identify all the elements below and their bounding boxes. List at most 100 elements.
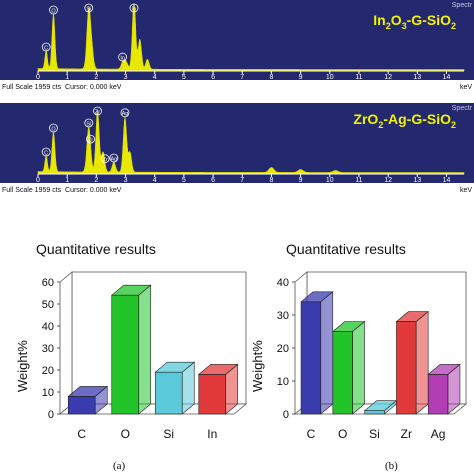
peak-marker (49, 123, 58, 133)
bar-si (154, 361, 196, 415)
spectrum-tick-label: 1 (65, 177, 69, 184)
x-tick-label: Ag (431, 427, 446, 441)
y-tick-label: 40 (277, 277, 289, 289)
spectrum-background (0, 0, 474, 80)
peak-label: Zr (103, 157, 108, 163)
spectrum-tick-label: 11 (355, 74, 362, 81)
bar-o (110, 284, 152, 415)
y-tick-label: 30 (277, 310, 289, 322)
x-tick-label: O (338, 427, 347, 441)
bar-side (225, 363, 239, 415)
y-tick-label: 10 (277, 376, 289, 388)
bar-front (154, 371, 183, 415)
chart-a-title: Quantitative results (36, 241, 156, 257)
spectrum-tick-label: 1 (65, 74, 69, 81)
spectrum-tick-label: 14 (443, 177, 451, 184)
spectrum-trace (37, 109, 465, 175)
x-tick-label: C (307, 427, 316, 441)
spectrum-tick-label: 13 (413, 177, 421, 184)
peak-label: In (132, 6, 137, 12)
spectrum-tick-label: 0 (36, 177, 40, 184)
bar-front (111, 294, 140, 415)
bar-front (67, 396, 96, 415)
peak-marker (49, 5, 58, 15)
spectrum-tick-label: 2 (94, 177, 98, 184)
bar-side (94, 385, 108, 415)
bar-ag (427, 363, 461, 415)
left-wall (59, 271, 73, 415)
peak-label: Ag (110, 156, 117, 162)
bar-front (198, 374, 227, 415)
bar-in (197, 363, 239, 415)
spectrum-tick-label: 7 (240, 74, 244, 81)
bar-o (332, 320, 366, 415)
x-tick-label: C (77, 427, 86, 441)
bar-side (181, 361, 195, 415)
bar-front (427, 374, 449, 415)
peak-marker (84, 3, 94, 13)
x-tick-label: In (207, 427, 217, 441)
spectrum-tick-label: 13 (413, 74, 421, 81)
spectrum-trace (37, 3, 465, 72)
peak-marker (100, 154, 110, 164)
y-tick-label: 0 (48, 409, 54, 421)
peak-marker (84, 118, 94, 128)
spectrum-tick-label: 4 (153, 74, 157, 81)
bar-side (447, 363, 461, 415)
spectrum-tick-label: 11 (355, 177, 362, 184)
bar-zr (395, 310, 429, 415)
spectrum-tick-label: 4 (153, 177, 157, 184)
spectrum-tick-label: 10 (326, 74, 334, 81)
peak-marker (109, 153, 119, 163)
spectrum-tick-label: 9 (299, 74, 303, 81)
peak-label: O (51, 8, 56, 14)
peak-marker (93, 106, 102, 116)
spectrum-footer (0, 80, 474, 95)
spectrum-background (0, 103, 474, 183)
spectrum-tick-label: 8 (269, 177, 273, 184)
chart-b-caption: (b) (385, 460, 398, 472)
bar-c (300, 291, 334, 415)
chart-a-bars: 0 10 20 30 40 50 60 C O Si In (42, 271, 248, 441)
bar-front (396, 321, 417, 415)
spectrum-tick-label: 2 (94, 74, 98, 81)
y-tick-label: 20 (42, 365, 54, 377)
peak-label: C (44, 150, 48, 156)
eds-spectrum-panel-1: 0 1 2 3 4 5 6 7 8 9 10 11 12 13 14 C O Si In In In2O3-G-SiO… (0, 0, 474, 95)
spectrum-tick-label: 6 (211, 74, 215, 81)
chart-a-caption: (a) (113, 460, 126, 472)
peak-marker (86, 134, 95, 144)
spectrum-footer (0, 183, 474, 198)
x-tick-label: Si (163, 427, 174, 441)
spectrum-tick-label: 8 (269, 74, 273, 81)
peak-marker (41, 147, 51, 157)
peak-label: In (120, 55, 125, 61)
bar-side (138, 284, 152, 415)
kev-unit-2: keV (459, 187, 472, 194)
peak-label: Ag (122, 111, 129, 117)
x-tick-label: Zr (401, 427, 412, 441)
bar-side (320, 291, 334, 415)
bar-c (67, 385, 109, 415)
peak-label: Si (86, 121, 91, 127)
spectrum-tick-label: 5 (182, 177, 186, 184)
kev-unit-1: keV (459, 84, 472, 91)
chart-b-title: Quantitative results (286, 241, 406, 257)
peak-marker (120, 108, 130, 118)
spectrum-title-1: In2O3-G-SiO2 (373, 12, 456, 31)
chart-b-bars: 0 10 20 30 40 C O Si Zr Ag (277, 271, 468, 441)
peak-label: Zr (95, 109, 100, 115)
spectrum-title-2: ZrO2-Ag-G-SiO2 (353, 111, 456, 130)
bar-side (415, 310, 429, 415)
spectrum-tick-label: 0 (36, 74, 40, 81)
y-tick-label: 50 (42, 299, 54, 311)
spectrum-tick-label: 5 (182, 74, 186, 81)
bar-side (352, 320, 365, 415)
peak-marker (118, 52, 128, 62)
peak-label: Zr (88, 137, 93, 143)
y-tick-label: 40 (42, 321, 54, 333)
scale-cursor-text-2: Full Scale 1959 cts Cursor: 0.000 keV (2, 187, 122, 194)
bar-si (363, 400, 398, 415)
